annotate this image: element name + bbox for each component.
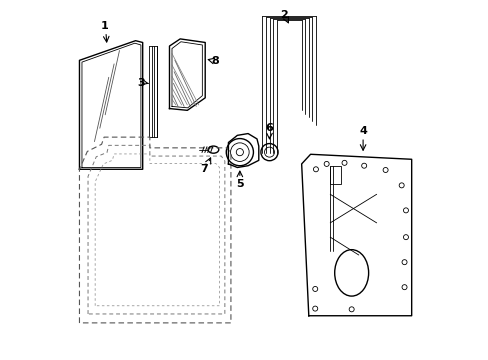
Text: 2: 2 bbox=[279, 10, 287, 20]
Text: 5: 5 bbox=[236, 179, 243, 189]
Text: 3: 3 bbox=[137, 78, 144, 88]
Text: 8: 8 bbox=[211, 56, 219, 66]
Text: 6: 6 bbox=[265, 123, 273, 133]
Text: 7: 7 bbox=[200, 164, 208, 174]
Text: 4: 4 bbox=[358, 126, 366, 136]
Text: 1: 1 bbox=[100, 21, 108, 31]
